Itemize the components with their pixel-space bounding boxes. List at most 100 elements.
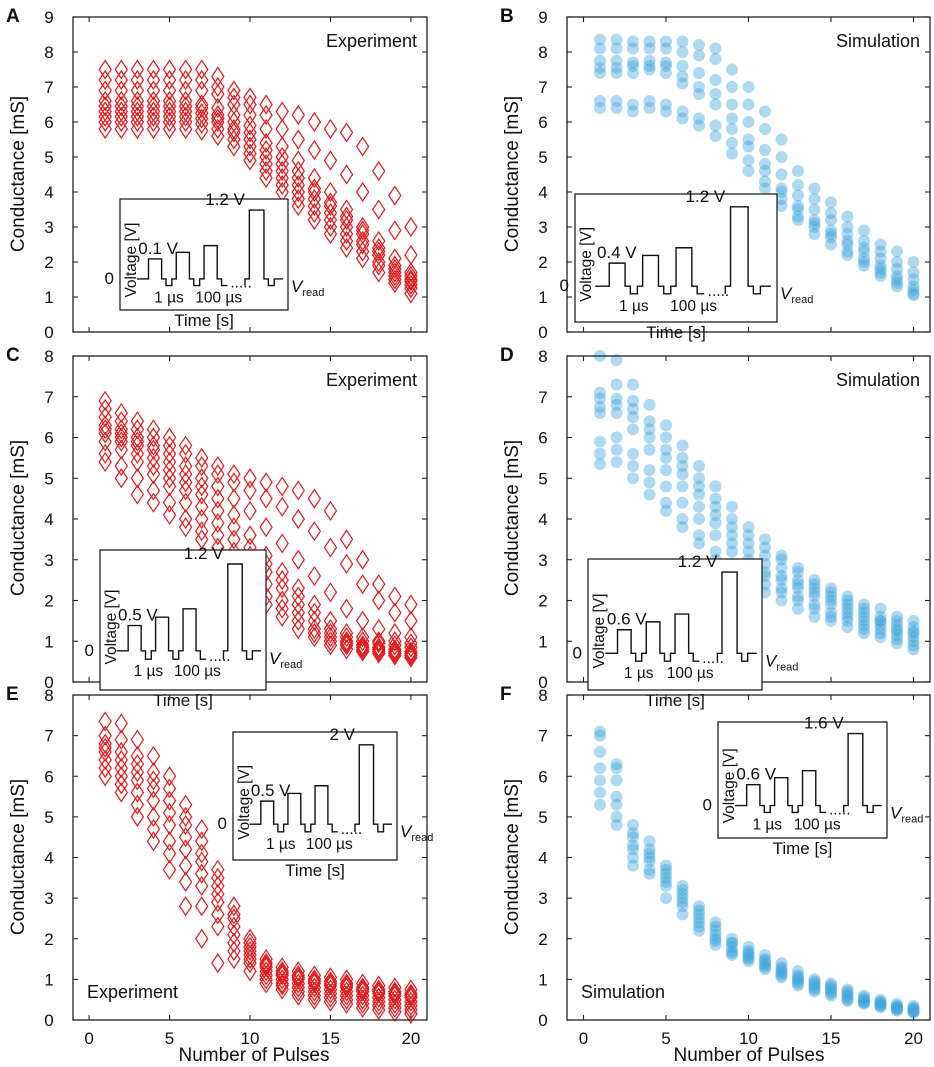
vread-symbol: V xyxy=(765,651,778,670)
data-point xyxy=(178,443,193,464)
data-point xyxy=(709,480,722,493)
data-point xyxy=(355,997,370,1018)
y-tick-label: 6 xyxy=(538,113,547,132)
y-axis-label: Conductance [mS] xyxy=(502,440,523,596)
data-point xyxy=(627,839,639,852)
data-point xyxy=(195,818,209,840)
data-point xyxy=(162,504,177,526)
data-point xyxy=(243,953,257,974)
data-point xyxy=(404,991,418,1012)
y-tick-label: 7 xyxy=(538,78,547,97)
data-point xyxy=(825,987,837,1000)
data-point xyxy=(323,971,338,992)
pulse-width-label: 1 µs xyxy=(266,836,296,853)
data-point xyxy=(404,979,418,1000)
data-point xyxy=(643,60,656,72)
data-point xyxy=(858,242,870,254)
data-point xyxy=(291,195,305,217)
data-point xyxy=(693,908,705,921)
data-point xyxy=(98,725,112,746)
data-point xyxy=(259,160,273,182)
data-point xyxy=(759,959,771,972)
data-point xyxy=(195,69,209,91)
data-point xyxy=(339,529,354,550)
data-point xyxy=(660,451,672,464)
data-point xyxy=(178,839,193,860)
data-point xyxy=(307,610,322,631)
data-point xyxy=(891,610,903,623)
data-point xyxy=(146,427,161,448)
data-point xyxy=(146,806,161,827)
data-point xyxy=(742,116,755,128)
data-point xyxy=(339,631,354,652)
data-point xyxy=(275,606,289,627)
data-point xyxy=(841,245,854,258)
data-point xyxy=(610,54,623,67)
data-point xyxy=(693,920,705,933)
data-point xyxy=(243,500,257,521)
data-point xyxy=(610,354,623,367)
data-point xyxy=(98,423,112,444)
data-point xyxy=(130,90,145,112)
data-point xyxy=(693,500,705,513)
data-point xyxy=(211,455,225,477)
data-point xyxy=(98,741,112,762)
vread-subscript: read xyxy=(791,294,813,306)
data-point xyxy=(259,132,273,154)
data-point xyxy=(676,892,689,905)
data-point xyxy=(874,266,887,279)
x-tick-label: 5 xyxy=(165,1029,174,1048)
data-point xyxy=(323,223,338,245)
data-point xyxy=(291,188,305,210)
data-point xyxy=(808,977,821,990)
data-point xyxy=(339,623,354,644)
data-point xyxy=(146,419,161,440)
data-point xyxy=(825,228,837,240)
data-point xyxy=(372,995,386,1016)
data-point xyxy=(660,859,672,872)
data-point xyxy=(874,614,887,627)
data-point xyxy=(355,641,370,662)
data-point xyxy=(594,457,606,470)
zero-level-label: 0 xyxy=(218,814,227,833)
data-point xyxy=(291,578,305,599)
data-point xyxy=(211,500,225,521)
x-axis-label-right: Number of Pulses xyxy=(673,1045,824,1066)
data-point xyxy=(874,997,887,1010)
data-point xyxy=(259,517,273,538)
data-point xyxy=(114,455,128,477)
data-point xyxy=(275,578,289,599)
data-point xyxy=(227,472,241,493)
data-point xyxy=(759,957,771,970)
data-point xyxy=(693,460,705,473)
data-point xyxy=(227,924,241,945)
data-point xyxy=(339,969,354,990)
data-point xyxy=(594,54,606,67)
data-point xyxy=(891,614,903,627)
y-axis-label: Conductance [mS] xyxy=(502,96,523,252)
data-point xyxy=(775,586,788,599)
data-point xyxy=(355,973,370,994)
data-point xyxy=(660,35,672,48)
data-point xyxy=(891,623,903,636)
data-point xyxy=(404,645,418,666)
data-point xyxy=(660,98,672,111)
data-point xyxy=(307,181,322,203)
y-tick-label: 4 xyxy=(44,849,53,868)
data-point xyxy=(676,451,689,464)
waveform-final-pulse xyxy=(222,563,262,660)
y-tick-label: 7 xyxy=(44,727,53,746)
data-point xyxy=(627,859,639,872)
panel-label: A xyxy=(6,6,20,27)
data-point xyxy=(610,443,623,456)
data-point xyxy=(211,125,225,147)
data-point xyxy=(825,196,837,209)
plot-caption: Simulation xyxy=(836,370,920,390)
panel-a: A Conductance [mS] 0 1 2 3 4 5 6 7 8 9 Experiment...… xyxy=(6,6,428,342)
y-tick-label: 8 xyxy=(44,686,53,705)
data-point xyxy=(307,623,322,644)
data-point xyxy=(388,993,402,1014)
inset-waveform: ..... 0.6 V 1.6 V 1 µs 100 µs 0 Time [s] Voltag… xyxy=(703,714,924,858)
data-point xyxy=(323,627,338,648)
data-point xyxy=(627,98,639,111)
